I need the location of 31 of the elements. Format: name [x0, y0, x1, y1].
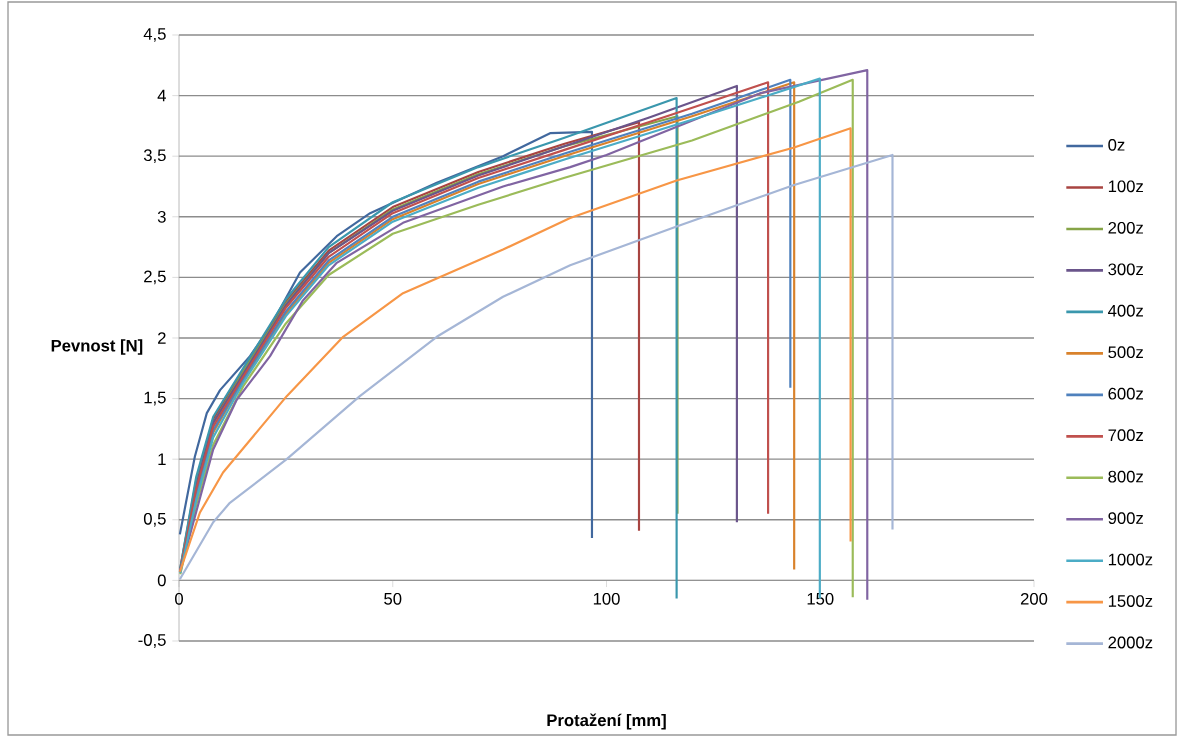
- y-axis-title: Pevnost [N]: [51, 339, 143, 355]
- y-tick-label: 3: [157, 210, 166, 223]
- legend-label: 2000z: [1108, 636, 1153, 649]
- legend-label: 200z: [1108, 221, 1143, 234]
- legend-label: 600z: [1108, 387, 1143, 400]
- y-tick-label: 2,5: [144, 270, 166, 285]
- y-tick-label: 0: [157, 574, 166, 587]
- y-tick-label: 0,5: [143, 512, 166, 527]
- legend-label: 300z: [1108, 263, 1143, 276]
- legend-label: 400z: [1108, 304, 1143, 317]
- y-tick-label: -0,5: [138, 634, 166, 648]
- legend-label: 900z: [1108, 512, 1143, 524]
- x-tick-label: 0: [175, 592, 183, 605]
- y-tick-label: 4: [157, 89, 166, 102]
- legend-label: 1000z: [1108, 553, 1153, 566]
- legend-label: 100z: [1108, 180, 1143, 193]
- y-tick-label: 3,5: [143, 149, 166, 164]
- x-tick-label: 150: [807, 592, 834, 605]
- y-tick-label: 1: [158, 453, 166, 465]
- legend-label: 800z: [1108, 470, 1143, 483]
- legend-label: 0z: [1108, 138, 1125, 151]
- y-tick-label: 2: [158, 332, 166, 344]
- x-tick-label: 200: [1020, 592, 1048, 605]
- y-tick-label: 4,5: [143, 28, 166, 42]
- legend-label: 1500z: [1108, 595, 1153, 607]
- legend-label: 500z: [1108, 346, 1143, 359]
- x-axis-title: Protažení [mm]: [547, 713, 666, 730]
- legend-label: 700z: [1108, 429, 1143, 442]
- x-tick-label: 50: [384, 592, 402, 605]
- x-tick-label: 100: [593, 592, 620, 605]
- y-tick-label: 1,5: [144, 391, 166, 406]
